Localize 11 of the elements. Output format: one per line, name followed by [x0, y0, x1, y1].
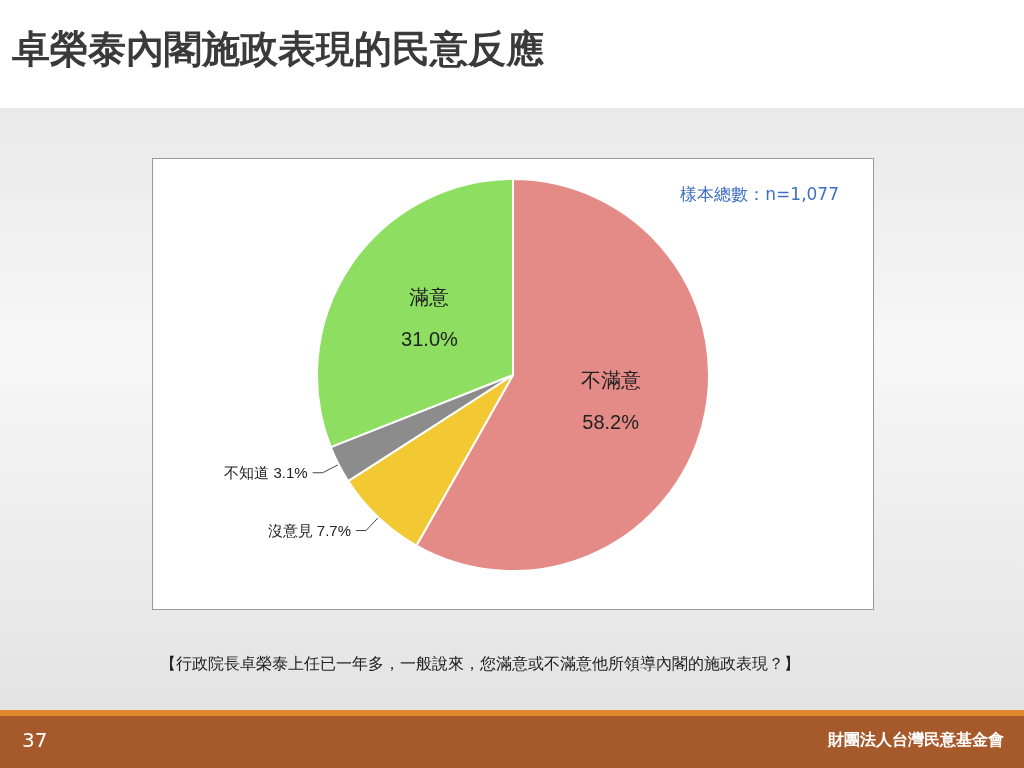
data-label: 31.0% — [401, 328, 459, 351]
text: 樣本總數：n=1,077 — [680, 183, 839, 206]
text: 【行政院長卓榮泰上任已一年多，一般說來，您滿意或不滿意他所領導內閣的施政表現？】 — [160, 653, 801, 675]
data-label: 58.2% — [582, 410, 640, 433]
slice-label: 不知道 3.1% — [224, 464, 308, 482]
slice-label: 滿意 — [409, 286, 450, 309]
slice-label: 沒意見 7.7% — [267, 522, 352, 540]
chart-title: 卓榮泰內閣施政表現的民意反應 — [12, 26, 544, 73]
text: 財團法人台灣民意基金會 — [828, 730, 1004, 751]
slice-label: 不滿意 — [580, 368, 641, 391]
text: 37 — [22, 728, 48, 752]
